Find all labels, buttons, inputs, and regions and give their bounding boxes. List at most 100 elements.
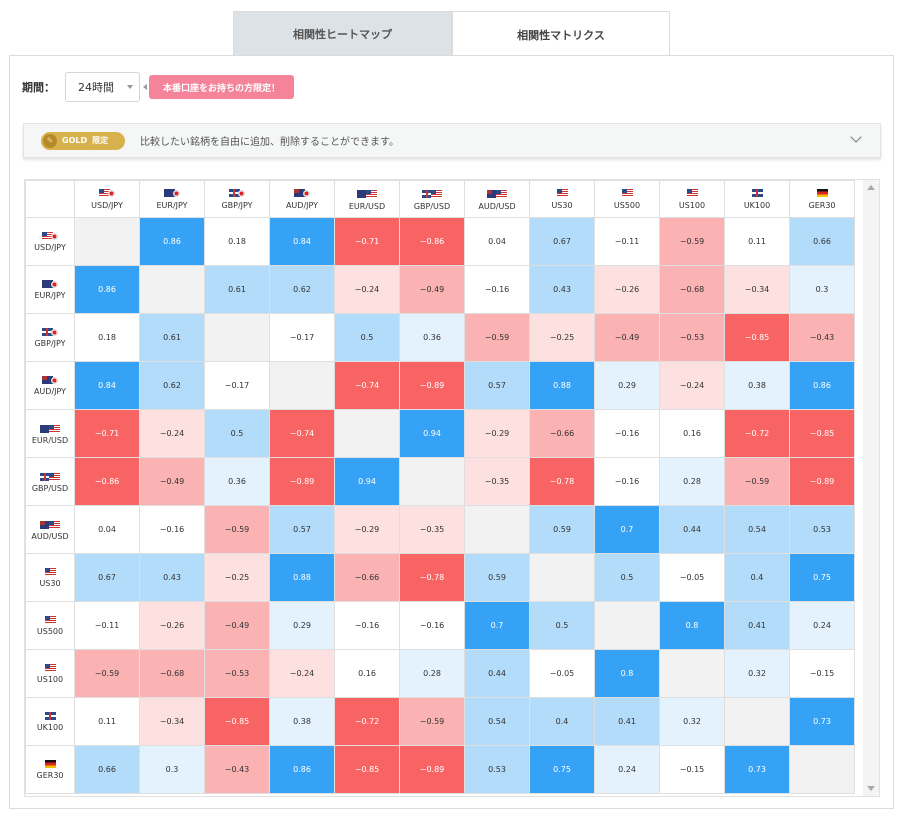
matrix-panel: 期間： 24時間 本番口座をお持ちの方限定！ ✎ GOLD 限定 比較したい銘柄… xyxy=(9,55,894,809)
table-row: US500 −0.11 −0.26 −0.49 0.29 −0.16 −0.16 0.7 0.5… xyxy=(25,601,855,650)
jp-flag-icon xyxy=(303,190,310,197)
gold-badge-sub: 限定 xyxy=(92,136,109,145)
flag-icon xyxy=(44,567,56,576)
period-select[interactable]: 24時間 xyxy=(65,72,140,102)
correlation-cell: 0.32 xyxy=(724,649,790,698)
expand-chevron-icon[interactable] xyxy=(850,131,862,143)
column-header: EUR/JPY xyxy=(139,180,205,218)
correlation-cell: 0.66 xyxy=(74,745,140,794)
correlation-cell: 0.8 xyxy=(594,649,660,698)
column-header: GBP/JPY xyxy=(204,180,270,218)
column-header: EUR/USD xyxy=(334,180,400,218)
correlation-cell: 0.61 xyxy=(204,265,270,314)
gold-coin-icon: ✎ xyxy=(43,133,57,148)
row-header: USD/JPY xyxy=(25,217,75,266)
row-header: AUD/USD xyxy=(25,505,75,554)
period-row: 期間： 24時間 本番口座をお持ちの方限定！ xyxy=(22,72,295,102)
diagonal-cell xyxy=(789,745,855,794)
tab-matrix[interactable]: 相関性マトリクス xyxy=(452,11,670,57)
jp-flag-icon xyxy=(173,190,180,197)
correlation-cell: −0.24 xyxy=(659,361,725,410)
correlation-cell: −0.85 xyxy=(204,697,270,746)
correlation-cell: −0.59 xyxy=(399,697,465,746)
correlation-cell: −0.15 xyxy=(789,649,855,698)
correlation-cell: 0.18 xyxy=(204,217,270,266)
correlation-cell: −0.35 xyxy=(464,457,530,506)
gold-feature-bar[interactable]: ✎ GOLD 限定 比較したい銘柄を自由に追加、削除することができます。 xyxy=(23,123,881,158)
correlation-cell: 0.84 xyxy=(269,217,335,266)
column-header-label: AUD/USD xyxy=(478,201,516,211)
diagonal-cell xyxy=(659,649,725,698)
column-header: UK100 xyxy=(724,180,790,218)
gb-flag-icon xyxy=(751,188,763,197)
jp-flag-icon xyxy=(108,190,115,197)
flag-icon xyxy=(44,711,56,720)
correlation-cell: −0.24 xyxy=(139,409,205,458)
column-header-label: USD/JPY xyxy=(91,201,123,210)
correlation-cell: −0.72 xyxy=(724,409,790,458)
correlation-cell: −0.49 xyxy=(204,601,270,650)
gold-feature-text: 比較したい銘柄を自由に追加、削除することができます。 xyxy=(140,137,399,148)
row-header: GBP/USD xyxy=(25,457,75,506)
correlation-cell: −0.16 xyxy=(464,265,530,314)
flag-icon xyxy=(229,188,245,197)
jp-flag-icon xyxy=(51,329,58,336)
diagonal-cell xyxy=(269,361,335,410)
column-header-label: GBP/JPY xyxy=(221,201,253,210)
correlation-cell: 0.67 xyxy=(529,217,595,266)
column-header: US500 xyxy=(594,180,660,218)
correlation-cell: −0.34 xyxy=(139,697,205,746)
diagonal-cell xyxy=(139,265,205,314)
chevron-down-icon xyxy=(127,85,133,89)
table-row: GBP/USD −0.86 −0.49 0.36 −0.89 0.94 −0.35 −0.78… xyxy=(25,457,855,506)
correlation-cell: 0.04 xyxy=(74,505,140,554)
correlation-matrix: USD/JPY EUR/JPY GBP/JPY AUD/JPY EUR/USD GBP/U… xyxy=(24,179,880,797)
column-header-label: GBP/USD xyxy=(413,201,451,211)
tab-heatmap[interactable]: 相関性ヒートマップ xyxy=(233,11,452,56)
scroll-down-icon[interactable] xyxy=(867,786,875,791)
row-header: GER30 xyxy=(25,745,75,794)
us-flag-icon xyxy=(431,189,442,198)
correlation-cell: 0.5 xyxy=(204,409,270,458)
correlation-cell: 0.28 xyxy=(399,649,465,698)
flag-icon xyxy=(40,471,60,481)
correlation-cell: 0.86 xyxy=(269,745,335,794)
period-label: 期間： xyxy=(22,81,55,94)
correlation-cell: −0.17 xyxy=(269,313,335,362)
correlation-cell: 0.24 xyxy=(594,745,660,794)
correlation-cell: −0.25 xyxy=(529,313,595,362)
correlation-cell: 0.94 xyxy=(399,409,465,458)
correlation-cell: −0.53 xyxy=(204,649,270,698)
correlation-cell: 0.43 xyxy=(139,553,205,602)
gold-badge-label: GOLD xyxy=(62,136,88,145)
correlation-cell: −0.25 xyxy=(204,553,270,602)
correlation-cell: 0.61 xyxy=(139,313,205,362)
correlation-cell: 0.5 xyxy=(594,553,660,602)
correlation-cell: 0.7 xyxy=(594,505,660,554)
correlation-cell: 0.86 xyxy=(74,265,140,314)
us-flag-icon xyxy=(49,424,60,433)
us-flag-icon xyxy=(496,189,507,198)
correlation-cell: −0.24 xyxy=(269,649,335,698)
table-row: GBP/JPY 0.18 0.61 −0.17 0.5 0.36 −0.59 −0.25 −0.… xyxy=(25,313,855,362)
table-row: AUD/USD 0.04 −0.16 −0.59 0.57 −0.29 −0.35 0.59 0… xyxy=(25,505,855,554)
row-header: GBP/JPY xyxy=(25,313,75,362)
row-header-label: GER30 xyxy=(36,770,64,780)
correlation-cell: 0.59 xyxy=(529,505,595,554)
column-header: AUD/USD xyxy=(464,180,530,218)
correlation-cell: 0.16 xyxy=(334,649,400,698)
correlation-cell: −0.11 xyxy=(74,601,140,650)
column-header: USD/JPY xyxy=(74,180,140,218)
scroll-up-icon[interactable] xyxy=(867,185,875,190)
table-row: GER30 0.66 0.3 −0.43 0.86 −0.85 −0.89 0.53 0.75 0… xyxy=(25,745,855,794)
table-row: UK100 0.11 −0.34 −0.85 0.38 −0.72 −0.59 0.54 0.4… xyxy=(25,697,855,746)
vertical-scrollbar[interactable] xyxy=(863,180,879,796)
diagonal-cell xyxy=(204,313,270,362)
row-header-label: US500 xyxy=(36,626,64,636)
correlation-cell: 0.11 xyxy=(74,697,140,746)
diagonal-cell xyxy=(399,457,465,506)
correlation-cell: 0.53 xyxy=(789,505,855,554)
correlation-cell: 0.73 xyxy=(724,745,790,794)
table-row: USD/JPY 0.86 0.18 0.84 −0.71 −0.86 0.04 0.67 −0.… xyxy=(25,217,855,266)
correlation-cell: 0.3 xyxy=(139,745,205,794)
